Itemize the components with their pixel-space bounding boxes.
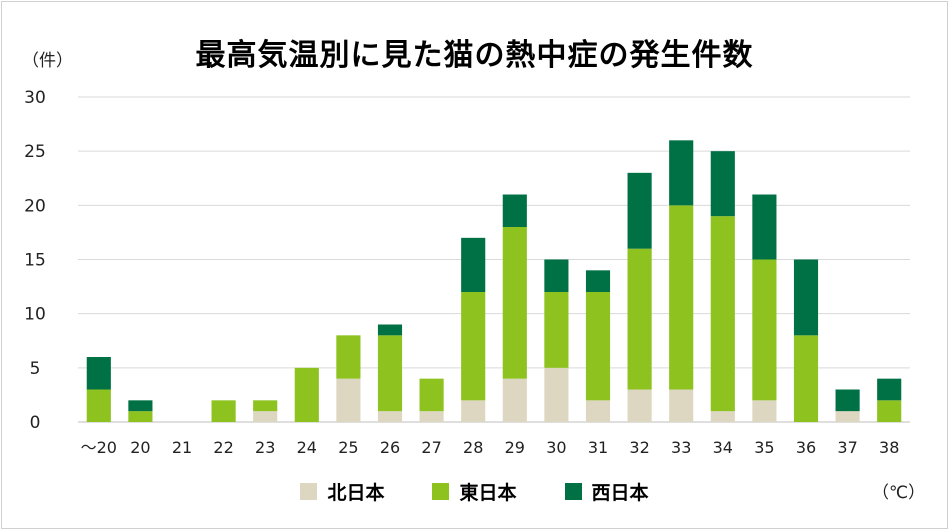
x-tick-label: 23 (255, 438, 275, 457)
legend-label-north: 北日本 (327, 482, 385, 504)
bar-segment-north (502, 378, 527, 422)
bar-segment-west (669, 140, 694, 206)
bar-segment-east (752, 259, 777, 401)
bars (86, 140, 902, 422)
x-axis-unit: （℃） (872, 483, 926, 503)
chart-title: 最高気温別に見た猫の熱中症の発生件数 (195, 38, 754, 73)
bar-segment-north (336, 378, 361, 422)
bar-segment-east (877, 400, 902, 422)
bar-segment-north (377, 411, 403, 422)
y-tick-label: 20 (24, 196, 46, 216)
bar-segment-west (627, 172, 652, 249)
legend-swatch-west (564, 483, 582, 500)
bar-segment-east (377, 335, 403, 412)
x-tick-label: 30 (546, 438, 566, 457)
x-tick-label: 31 (588, 438, 608, 457)
bar-segment-north (835, 411, 860, 422)
bar-segment-west (128, 400, 153, 412)
bar-segment-west (793, 259, 819, 336)
bar-segment-east (294, 367, 319, 422)
x-tick-label: 25 (338, 438, 358, 457)
x-tick-label: 20 (130, 438, 150, 457)
bar-segment-east (128, 411, 153, 422)
y-tick-label: 30 (24, 88, 46, 108)
x-tick-label: 27 (421, 438, 441, 457)
bar-segment-west (461, 237, 486, 292)
x-tick-label: 21 (172, 438, 192, 457)
y-tick-label: 10 (24, 305, 46, 325)
y-tick-label: 15 (24, 251, 46, 271)
legend-label-east: 東日本 (459, 482, 517, 504)
x-tick-label: 28 (463, 438, 483, 457)
legend-item-west: 西日本 (564, 478, 649, 505)
bar-segment-west (752, 194, 777, 260)
bar-segment-east (211, 400, 236, 422)
legend-item-north: 北日本 (300, 478, 384, 505)
bar-segment-west (877, 378, 902, 401)
y-axis-unit: （件） (22, 51, 73, 71)
y-tick-label: 25 (24, 142, 46, 162)
bar-segment-west (86, 357, 111, 390)
x-tick-label: 26 (380, 438, 400, 457)
grid-lines (78, 96, 910, 423)
x-tick-label: 37 (837, 438, 857, 457)
bar-segment-north (669, 389, 694, 422)
y-tick-label: 5 (30, 359, 41, 379)
bar-segment-west (502, 194, 527, 227)
bar-segment-east (669, 205, 694, 390)
y-tick-label: 0 (30, 413, 41, 433)
bar-segment-north (752, 400, 777, 422)
bar-segment-east (627, 248, 652, 390)
x-tick-label: 38 (879, 438, 899, 457)
x-tick-label: 32 (629, 438, 649, 457)
x-tick-label: ～20 (81, 438, 117, 457)
bar-segment-west (377, 324, 403, 336)
bar-segment-east (86, 389, 111, 422)
tick-labels: 0 5 10 15 20 25 30 ～20 20 21 22 23 24 25 26 27 28 29 30 31 3… (24, 88, 899, 457)
bar-segment-east (336, 335, 361, 379)
bar-segment-north (585, 400, 611, 422)
x-tick-label: 22 (213, 438, 233, 457)
legend-swatch-north (300, 483, 318, 500)
bar-segment-east (793, 335, 819, 422)
bar-segment-west (544, 259, 569, 292)
x-tick-label: 24 (297, 438, 317, 457)
bar-segment-north (461, 400, 486, 422)
bar-segment-east (585, 292, 611, 401)
bar-segment-west (585, 270, 611, 292)
x-tick-label: 34 (713, 438, 733, 457)
x-tick-label: 35 (754, 438, 774, 457)
bar-segment-north (627, 389, 652, 422)
bar-segment-east (502, 227, 527, 379)
bar-segment-east (253, 400, 278, 412)
bar-segment-west (710, 151, 735, 217)
bar-segment-west (835, 389, 860, 412)
legend-item-east: 東日本 (432, 478, 517, 505)
bar-segment-north (419, 411, 444, 422)
bar-segment-east (710, 216, 735, 412)
bar-segment-east (461, 292, 486, 401)
legend-swatch-east (432, 483, 450, 500)
bar-segment-north (253, 411, 278, 422)
x-tick-label: 36 (796, 438, 816, 457)
bar-segment-north (544, 367, 569, 422)
x-tick-label: 29 (505, 438, 525, 457)
bar-segment-north (710, 411, 735, 422)
bar-segment-east (419, 378, 444, 412)
x-tick-label: 33 (671, 438, 691, 457)
bar-segment-east (544, 292, 569, 368)
legend: 北日本 東日本 西日本 (0, 478, 949, 505)
legend-label-west: 西日本 (591, 482, 649, 504)
